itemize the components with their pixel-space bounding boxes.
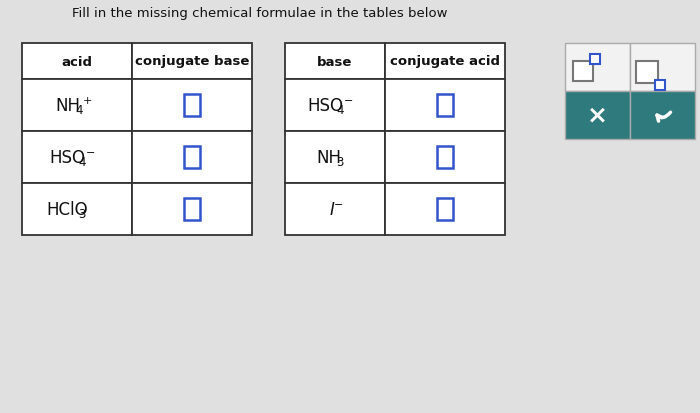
Bar (132, 183, 252, 235)
Text: HSO: HSO (49, 149, 85, 166)
Bar (385, 183, 505, 235)
Bar (22, 80, 132, 132)
Text: NH: NH (316, 149, 342, 166)
Text: −: − (335, 199, 344, 209)
Text: HClO: HClO (46, 201, 88, 218)
Text: 4: 4 (78, 156, 85, 169)
Bar (22, 183, 132, 235)
Bar (385, 80, 505, 132)
Text: ×: × (587, 104, 608, 128)
Bar (573, 62, 593, 82)
Bar (132, 132, 252, 183)
Text: 3: 3 (78, 207, 85, 221)
Text: NH: NH (55, 97, 80, 115)
Bar (565, 44, 630, 92)
Bar (132, 80, 252, 132)
Bar (630, 44, 695, 92)
Bar (285, 132, 385, 183)
Bar (285, 80, 385, 132)
Bar (385, 44, 505, 80)
Bar (184, 199, 200, 221)
Bar (22, 132, 132, 183)
Bar (132, 44, 252, 80)
Bar (565, 92, 630, 140)
Bar (285, 183, 385, 235)
Bar (636, 62, 658, 84)
Bar (437, 95, 453, 117)
Text: I: I (330, 201, 335, 218)
Text: 3: 3 (336, 156, 344, 169)
Text: HSO: HSO (307, 97, 343, 115)
Bar (285, 44, 385, 80)
Bar (385, 132, 505, 183)
Text: Fill in the missing chemical formulae in the tables below: Fill in the missing chemical formulae in… (72, 7, 448, 20)
Bar (437, 147, 453, 169)
Text: +: + (83, 96, 92, 106)
Bar (655, 81, 665, 91)
Text: 4: 4 (336, 104, 344, 117)
Bar (437, 199, 453, 221)
Text: 4: 4 (76, 104, 83, 117)
Text: base: base (317, 55, 353, 68)
Bar (184, 95, 200, 117)
Text: conjugate acid: conjugate acid (390, 55, 500, 68)
Bar (590, 55, 600, 65)
Text: −: − (86, 147, 96, 158)
Bar (22, 44, 132, 80)
Bar (630, 92, 695, 140)
Text: −: − (344, 96, 354, 106)
Bar (184, 147, 200, 169)
Text: conjugate base: conjugate base (135, 55, 249, 68)
Text: acid: acid (62, 55, 92, 68)
